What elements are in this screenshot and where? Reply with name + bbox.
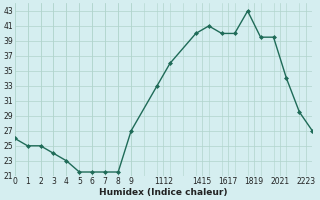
X-axis label: Humidex (Indice chaleur): Humidex (Indice chaleur) — [99, 188, 228, 197]
